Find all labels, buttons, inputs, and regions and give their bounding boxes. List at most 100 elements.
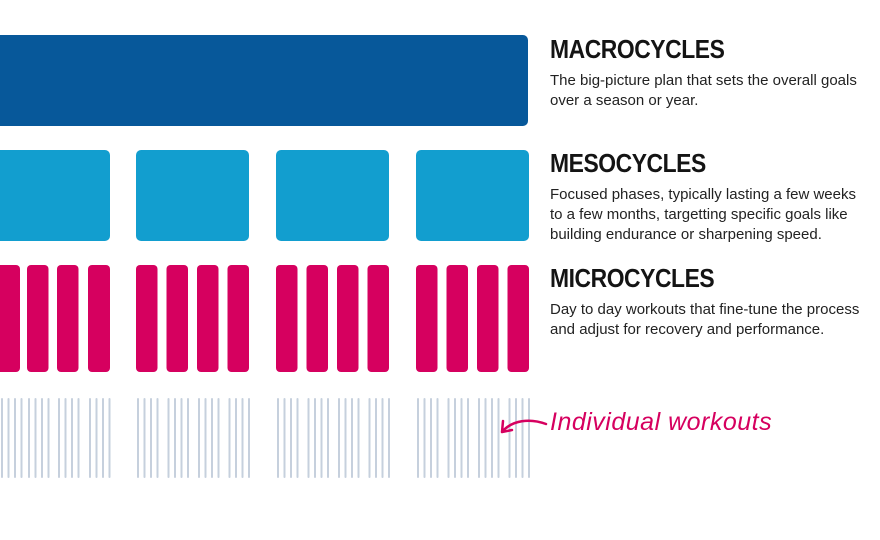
workout [235,398,237,478]
workout [381,398,384,478]
microcycle [367,265,389,372]
microcycle [276,265,298,372]
text-line: Day to day workouts that fine-tune the p… [550,301,860,318]
workout [20,398,23,478]
section-title: MACROCYCLES [550,34,725,64]
microcycle [27,265,49,372]
workout [344,398,347,478]
workout [28,398,30,478]
workout [228,398,231,478]
workout [430,398,432,478]
arrow [500,419,548,434]
workout [290,398,292,478]
workout [95,398,98,478]
workout [484,398,487,478]
workout [108,398,111,478]
workout [248,398,250,478]
workout [137,398,139,478]
mesocycle [0,150,110,241]
workout [447,398,450,478]
workout [521,398,524,478]
macrocycle [0,35,528,126]
workout [508,398,511,478]
workout [467,398,469,478]
microcycle [88,265,110,372]
section-title: MICROCYCLES [550,263,715,293]
workout [351,398,353,478]
mesocycle [416,150,529,241]
annotation: Individual workouts [550,408,773,436]
workout [71,398,73,478]
cycle-blocks [0,35,530,478]
workout [14,398,16,478]
text-line: to a few months, targetting specific goa… [550,206,848,223]
workout [64,398,67,478]
workout [89,398,91,478]
microcycle [446,265,468,372]
workout [307,398,310,478]
workout [77,398,80,478]
workout [357,398,360,478]
workout [368,398,371,478]
workout [204,398,207,478]
workout [217,398,220,478]
workout [423,398,426,478]
workout [41,398,43,478]
workout [497,398,500,478]
workout [436,398,439,478]
workout [327,398,329,478]
workout [515,398,517,478]
workout [338,398,340,478]
workout [454,398,456,478]
workout [478,398,480,478]
workout [102,398,104,478]
workout [7,398,10,478]
section-text: Focused phases, typically lasting a few … [550,185,880,245]
microcycle [57,265,79,372]
workout [417,398,419,478]
microcycle [416,265,438,372]
text-line: over a season or year. [550,92,699,109]
section: MESOCYCLES Focused phases, typically last… [550,148,880,245]
workout [187,398,189,478]
workout [198,398,200,478]
microcycle [507,265,529,372]
workout [491,398,493,478]
microcycle [0,265,20,372]
microcycle [166,265,188,372]
workout [58,398,60,478]
workout [1,398,3,478]
microcycle [197,265,219,372]
workout [375,398,377,478]
workout [320,398,323,478]
text-line: The big-picture plan that sets the overa… [550,72,857,89]
mesocycle [276,150,389,241]
workout [167,398,170,478]
microcycle [136,265,158,372]
text-line: and adjust for recovery and performance. [550,321,825,338]
workout [528,398,530,478]
section: MACROCYCLES The big-picture plan that set… [550,34,880,111]
workout [277,398,279,478]
workout [296,398,299,478]
workout [388,398,390,478]
workout [150,398,152,478]
section-title: MESOCYCLES [550,148,706,178]
workout [180,398,183,478]
workout [156,398,159,478]
section: MICROCYCLES Day to day workouts that fine… [550,263,880,340]
workout [314,398,316,478]
workout [174,398,176,478]
section-text: The big-picture plan that sets the overa… [550,71,880,111]
workout [283,398,286,478]
workout [34,398,37,478]
microcycle [227,265,249,372]
text-line: Focused phases, typically lasting a few … [550,186,856,203]
workout [211,398,213,478]
microcycle [477,265,499,372]
text-line: building endurance or sharpening speed. [550,226,822,243]
workout [241,398,244,478]
workout [47,398,50,478]
